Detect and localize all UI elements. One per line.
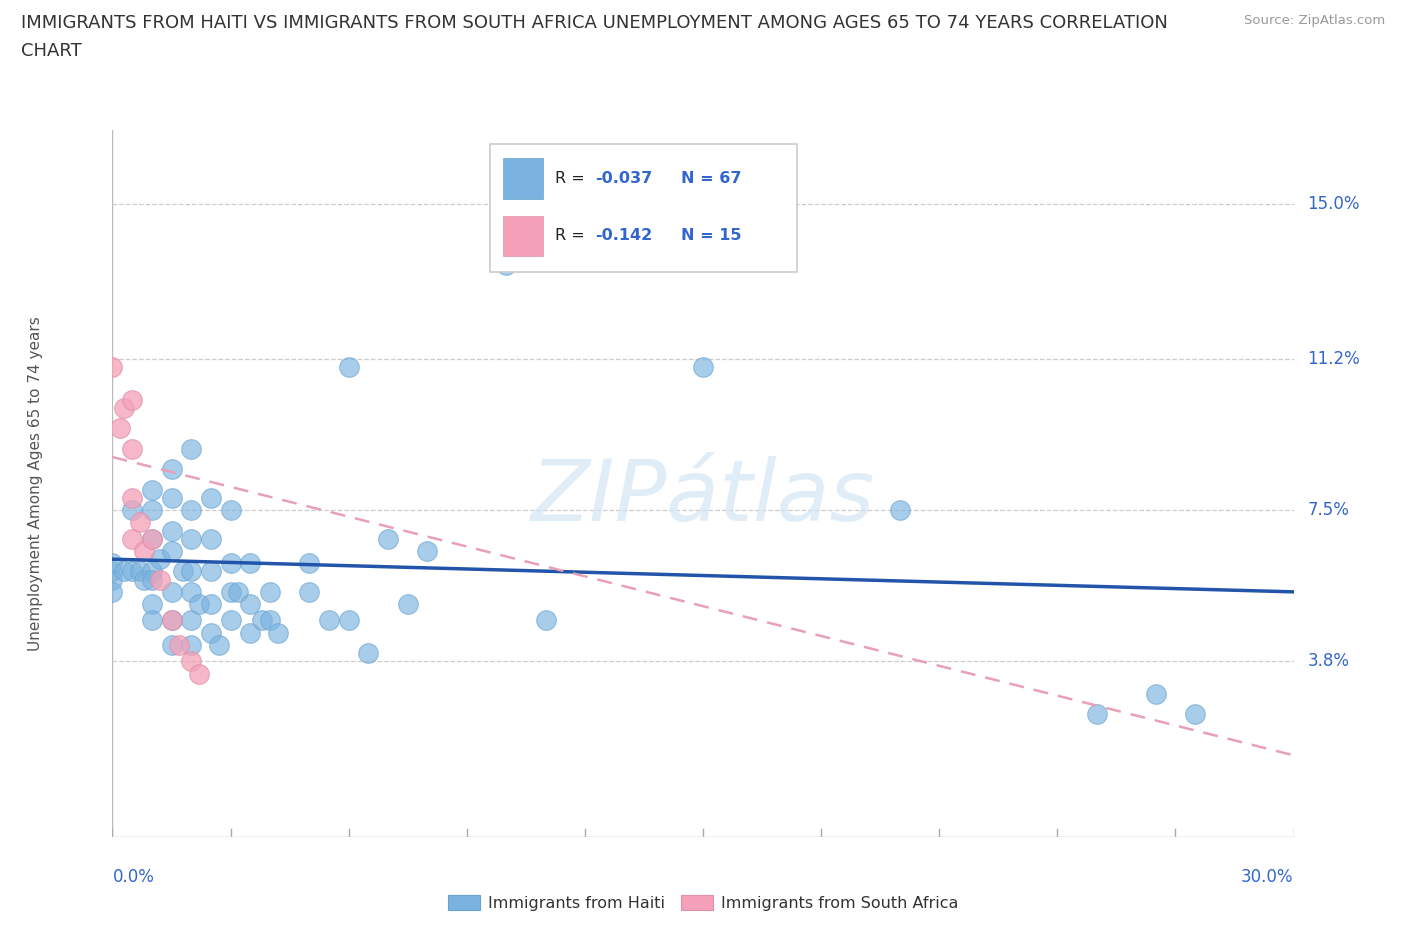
Point <box>121 531 143 546</box>
Point <box>180 654 202 669</box>
Point <box>208 638 231 653</box>
Point <box>121 503 143 518</box>
Point <box>259 613 281 628</box>
Point <box>1184 707 1206 722</box>
Text: 0.0%: 0.0% <box>112 868 155 885</box>
Point <box>239 597 262 612</box>
Text: Unemployment Among Ages 65 to 74 years: Unemployment Among Ages 65 to 74 years <box>28 316 44 651</box>
Point <box>228 584 250 599</box>
Point <box>160 490 183 505</box>
Point <box>219 613 242 628</box>
Text: IMMIGRANTS FROM HAITI VS IMMIGRANTS FROM SOUTH AFRICA UNEMPLOYMENT AMONG AGES 65: IMMIGRANTS FROM HAITI VS IMMIGRANTS FROM… <box>21 14 1168 32</box>
Point <box>889 503 911 518</box>
Point <box>141 597 163 612</box>
Point <box>188 666 211 681</box>
Point <box>160 613 183 628</box>
Point <box>172 564 194 578</box>
Point <box>357 645 380 660</box>
Point <box>160 613 183 628</box>
Text: CHART: CHART <box>21 42 82 60</box>
Point <box>141 564 163 578</box>
Point <box>141 483 163 498</box>
Point <box>337 360 360 375</box>
Point <box>101 360 124 375</box>
Point <box>219 556 242 571</box>
Point <box>200 490 222 505</box>
Point <box>141 531 163 546</box>
Point <box>160 638 183 653</box>
Point <box>160 524 183 538</box>
Point <box>121 442 143 457</box>
Point <box>396 597 419 612</box>
Text: 7.5%: 7.5% <box>1308 501 1350 519</box>
Point <box>200 564 222 578</box>
Point <box>1144 686 1167 701</box>
Text: Source: ZipAtlas.com: Source: ZipAtlas.com <box>1244 14 1385 27</box>
Point <box>692 360 714 375</box>
Point <box>121 490 143 505</box>
Point <box>298 556 321 571</box>
Point <box>180 442 202 457</box>
Point <box>180 584 202 599</box>
Text: 11.2%: 11.2% <box>1308 350 1360 368</box>
Point <box>318 613 340 628</box>
Point <box>219 584 242 599</box>
Legend: Immigrants from Haiti, Immigrants from South Africa: Immigrants from Haiti, Immigrants from S… <box>441 888 965 917</box>
Point <box>149 572 172 587</box>
Point <box>200 597 222 612</box>
Point <box>101 584 124 599</box>
Point <box>101 572 124 587</box>
Point <box>101 556 124 571</box>
Point <box>259 584 281 599</box>
Point <box>129 515 152 530</box>
Text: 30.0%: 30.0% <box>1241 868 1294 885</box>
Point <box>132 572 155 587</box>
Point <box>267 625 290 640</box>
Text: 15.0%: 15.0% <box>1308 194 1360 213</box>
Point <box>298 584 321 599</box>
Point <box>1085 707 1108 722</box>
Point <box>250 613 273 628</box>
Point <box>121 564 143 578</box>
Point <box>112 401 135 416</box>
Point <box>121 392 143 407</box>
Point <box>141 572 163 587</box>
Point <box>160 543 183 558</box>
Point <box>141 531 163 546</box>
Point <box>141 503 163 518</box>
Point <box>110 421 132 436</box>
Point <box>112 564 135 578</box>
Point <box>200 531 222 546</box>
Point <box>169 638 191 653</box>
Point <box>141 613 163 628</box>
Point <box>416 543 439 558</box>
Point <box>180 531 202 546</box>
Point <box>180 638 202 653</box>
Point <box>180 503 202 518</box>
Point <box>132 543 155 558</box>
Point <box>337 613 360 628</box>
Point <box>129 564 152 578</box>
Point <box>219 503 242 518</box>
Text: ZIPátlas: ZIPátlas <box>531 457 875 539</box>
Point <box>377 531 399 546</box>
Point <box>180 613 202 628</box>
Point <box>149 551 172 566</box>
Point <box>495 258 517 272</box>
Point <box>200 625 222 640</box>
Point <box>101 564 124 578</box>
Point <box>534 613 557 628</box>
Point <box>160 462 183 477</box>
Point <box>188 597 211 612</box>
Text: 3.8%: 3.8% <box>1308 652 1350 671</box>
Point <box>239 625 262 640</box>
Point <box>160 584 183 599</box>
Point <box>239 556 262 571</box>
Point <box>180 564 202 578</box>
